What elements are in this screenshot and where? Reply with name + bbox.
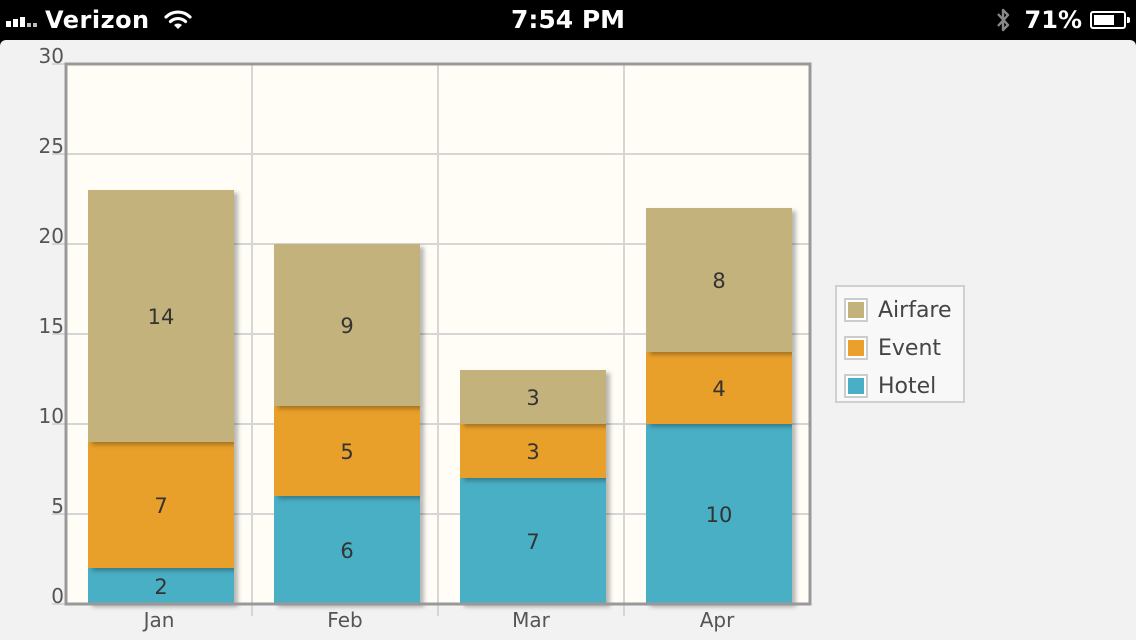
battery-icon	[1090, 11, 1130, 29]
y-tick-label: 25	[39, 134, 64, 158]
plot-area: 0 5 10 15 20 25 30 2 7 14 6 5 9 7 3 3 10 4 8 Jan Feb Mar Apr	[39, 44, 812, 632]
data-label-event-apr: 4	[712, 377, 725, 401]
data-label-hotel-apr: 10	[706, 503, 733, 527]
bar-hotel-apr	[646, 424, 792, 604]
data-label-airfare-feb: 9	[340, 314, 353, 338]
y-tick-label: 5	[51, 494, 64, 518]
data-label-hotel-jan: 2	[154, 575, 167, 599]
bar-hotel-mar	[460, 478, 606, 604]
y-tick-label: 20	[39, 224, 64, 248]
battery-fill	[1094, 15, 1114, 25]
status-right: 71%	[995, 0, 1130, 40]
battery-tip	[1127, 17, 1130, 23]
status-left: Verizon	[6, 0, 192, 40]
bar-event-feb	[274, 406, 420, 496]
carrier-name: Verizon	[45, 6, 150, 34]
chart-legend: Airfare Event Hotel	[835, 285, 965, 403]
bar-airfare-apr	[646, 208, 792, 352]
legend-swatch-event	[844, 336, 868, 360]
bar-airfare-jan	[88, 190, 234, 442]
stacked-bar-chart: 0 5 10 15 20 25 30 2 7 14 6 5 9 7 3 3 10 4 8 Jan Feb Mar Apr	[39, 44, 812, 632]
legend-item-event[interactable]: Event	[837, 329, 963, 367]
data-label-airfare-apr: 8	[712, 269, 725, 293]
x-tick-label: Jan	[142, 608, 175, 632]
signal-icon	[6, 13, 39, 27]
wifi-icon	[164, 10, 192, 29]
y-tick-label: 10	[39, 404, 64, 428]
data-label-event-feb: 5	[340, 440, 353, 464]
legend-label-hotel: Hotel	[878, 373, 937, 399]
x-tick-label: Apr	[700, 608, 735, 632]
data-label-event-mar: 3	[526, 440, 539, 464]
legend-label-event: Event	[878, 335, 942, 361]
bar-hotel-feb	[274, 496, 420, 604]
legend-item-hotel[interactable]: Hotel	[837, 367, 963, 405]
data-label-event-jan: 7	[154, 494, 167, 518]
legend-item-airfare[interactable]: Airfare	[837, 291, 963, 329]
bar-hotel-jan	[88, 568, 234, 604]
status-bar: Verizon 7:54 PM 71%	[0, 0, 1136, 40]
data-label-hotel-mar: 7	[526, 530, 539, 554]
bar-event-mar	[460, 424, 606, 478]
bluetooth-icon	[996, 8, 1009, 32]
bar-airfare-mar	[460, 370, 606, 424]
y-tick-label: 0	[51, 584, 64, 608]
y-tick-label: 30	[39, 44, 64, 68]
legend-label-airfare: Airfare	[878, 297, 952, 323]
legend-swatch-airfare	[844, 298, 868, 322]
x-tick-label: Feb	[327, 608, 362, 632]
status-clock: 7:54 PM	[510, 5, 626, 34]
battery-percent: 71%	[1024, 6, 1082, 34]
x-tick-label: Mar	[512, 608, 551, 632]
bar-airfare-feb	[274, 244, 420, 406]
plot-border	[64, 62, 812, 606]
bar-event-jan	[88, 442, 234, 568]
data-label-airfare-mar: 3	[526, 386, 539, 410]
bar-event-apr	[646, 352, 792, 424]
legend-swatch-hotel	[844, 374, 868, 398]
y-tick-label: 15	[39, 314, 64, 338]
data-label-airfare-jan: 14	[148, 305, 175, 329]
app-content: 0 5 10 15 20 25 30 2 7 14 6 5 9 7 3 3 10 4 8 Jan Feb Mar Apr A…	[0, 40, 1136, 640]
data-label-hotel-feb: 6	[340, 539, 353, 563]
